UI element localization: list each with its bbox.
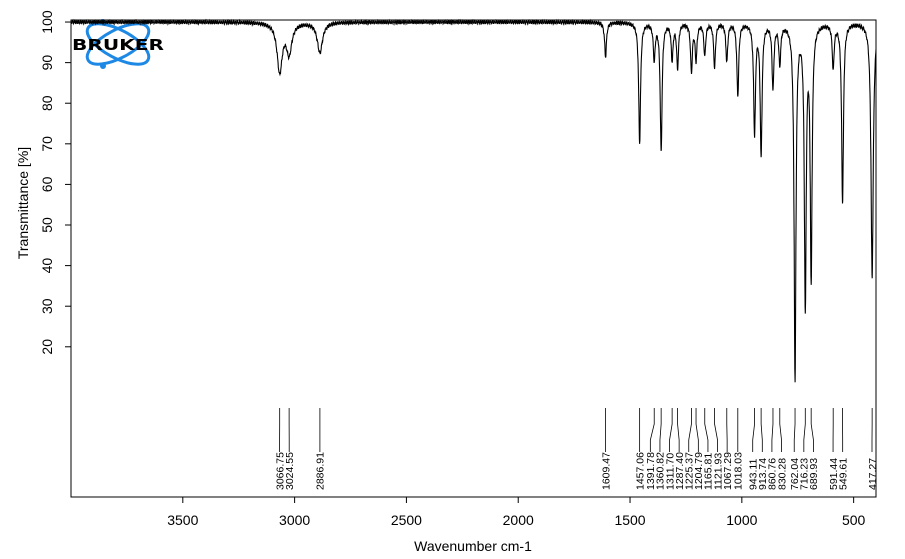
peak-marker-line: [714, 408, 718, 452]
x-tick-label: 2000: [503, 512, 534, 528]
peak-label: 1067.29: [722, 452, 734, 490]
peak-label: 762.04: [789, 458, 801, 490]
y-tick-label: 50: [39, 217, 55, 233]
y-tick-label: 100: [39, 10, 55, 34]
peak-label: 549.61: [837, 458, 849, 490]
peak-marker-line: [677, 408, 680, 452]
y-axis-title: Transmittance [%]: [15, 147, 31, 259]
y-tick-label: 20: [39, 339, 55, 355]
peak-label: 830.28: [776, 458, 788, 490]
peak-label: 1391.78: [645, 452, 657, 490]
peak-label: 913.74: [757, 458, 769, 490]
y-tick-label: 40: [39, 258, 55, 274]
peak-marker-line: [649, 408, 655, 452]
peak-label: 417.27: [867, 458, 879, 490]
peak-marker-line: [752, 408, 755, 452]
peak-marker-line: [695, 408, 699, 452]
peak-label: 1204.79: [693, 452, 705, 490]
peak-marker-line: [810, 408, 814, 452]
peak-marker-line: [688, 408, 692, 452]
peak-marker-line: [760, 408, 763, 452]
x-axis-title: Wavenumber cm-1: [414, 538, 532, 554]
peak-label: 1360.82: [655, 452, 667, 490]
x-tick-label: 500: [842, 512, 866, 528]
peak-label: 1018.03: [733, 452, 745, 490]
peak-label: 943.11: [748, 459, 760, 490]
peak-marker-line: [793, 408, 796, 452]
y-tick-label: 70: [39, 136, 55, 152]
peak-marker-line: [803, 408, 806, 452]
peak-label: 1311.70: [664, 453, 676, 490]
peak-label: 689.93: [808, 458, 820, 490]
peak-label: 1121.93: [712, 453, 724, 490]
y-tick-label: 30: [39, 298, 55, 314]
peak-label: 860.76: [767, 458, 779, 490]
peak-label: 591.44: [828, 458, 840, 490]
svg-text:BRUKER: BRUKER: [72, 36, 165, 54]
peak-label: 716.23: [799, 458, 811, 490]
peak-label: 1225.37: [684, 452, 696, 490]
peak-label: 1609.47: [600, 452, 612, 490]
x-tick-label: 2500: [391, 512, 422, 528]
x-tick-label: 3500: [167, 512, 198, 528]
spectrum-line: [70, 18, 877, 383]
peak-marker-line: [669, 408, 673, 452]
peak-label: 1287.40: [674, 452, 686, 490]
peak-label: 3066.75: [274, 452, 286, 490]
x-axis: 3500 3000 2500 2000 1500 1000 500: [167, 497, 866, 528]
peak-label: 1165.81: [703, 453, 715, 490]
peak-marker-line: [704, 408, 709, 452]
x-tick-label: 1500: [614, 512, 645, 528]
y-tick-label: 90: [39, 55, 55, 71]
peak-label: 3024.55: [284, 452, 296, 490]
y-tick-label: 80: [39, 95, 55, 111]
peak-marker-line: [771, 408, 774, 452]
y-tick-label: 60: [39, 176, 55, 192]
x-tick-label: 3000: [279, 512, 310, 528]
bruker-logo: BRUKER: [72, 19, 165, 69]
x-tick-label: 1000: [726, 512, 757, 528]
peak-label: 1457.06: [634, 452, 646, 490]
peak-label: 2886.91: [315, 452, 327, 490]
peak-marker-line: [779, 408, 782, 452]
peak-marker-line: [659, 408, 662, 452]
y-axis: 20 30 40 50 60 70 80 90 100: [39, 10, 71, 355]
